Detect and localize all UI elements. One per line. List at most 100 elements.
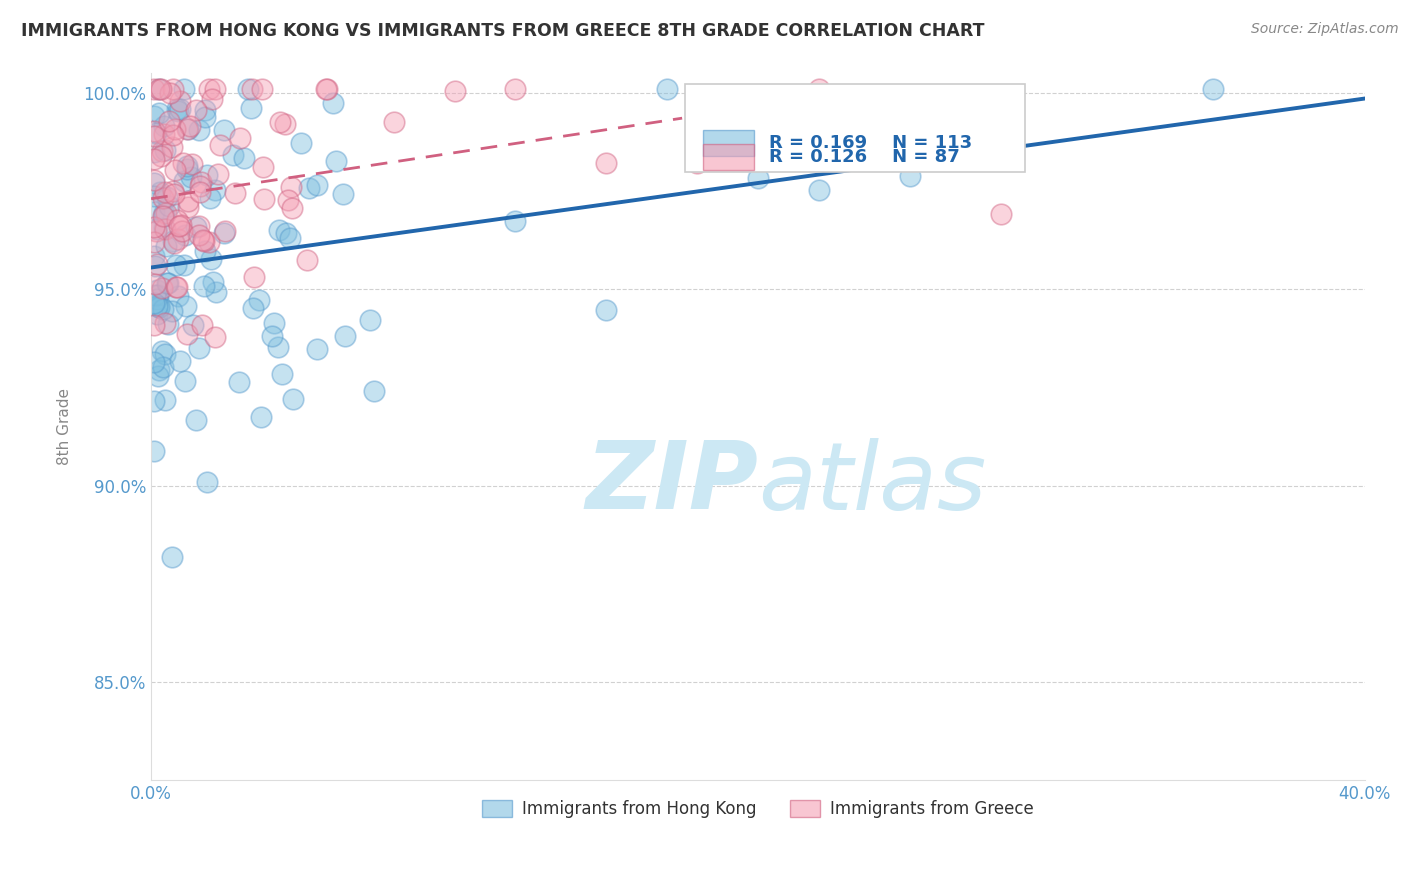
Point [145,224,167,238]
Point [239,101,262,115]
Point [177,122,200,136]
Point [143,129,166,144]
Point [249,293,271,307]
Point [170,219,193,233]
Point [153,119,176,133]
Point [229,131,252,145]
Point [143,277,166,292]
Point [503,213,526,227]
Point [180,169,202,184]
Point [655,81,678,95]
Point [187,123,209,137]
Point [163,162,186,177]
Point [152,209,174,223]
Point [176,121,198,136]
Point [143,176,166,190]
Point [146,283,169,297]
Point [382,115,405,129]
Point [305,178,328,193]
Point [174,374,197,388]
Point [162,184,184,198]
Point [143,145,166,160]
Point [595,303,617,318]
Point [152,301,174,316]
Point [280,179,302,194]
Point [190,318,212,333]
Point [169,219,191,233]
Point [143,188,166,202]
Point [233,152,256,166]
Point [177,194,200,208]
Text: R = 0.169    N = 113: R = 0.169 N = 113 [769,135,972,153]
Point [167,104,190,119]
Point [176,162,198,177]
Point [179,119,201,133]
Point [150,344,173,359]
Point [253,192,276,206]
Point [200,252,222,266]
Point [188,227,211,242]
Point [160,549,183,564]
Point [181,318,204,332]
Point [145,299,167,313]
Point [201,92,224,106]
Point [169,354,191,368]
Point [193,234,215,248]
Point [990,207,1012,221]
Point [243,269,266,284]
Point [194,110,217,124]
Point [212,226,235,240]
Point [162,81,184,95]
Point [148,81,170,95]
Point [267,223,290,237]
Point [270,367,292,381]
Point [222,147,245,161]
Point [167,232,190,246]
Point [240,81,263,95]
Point [188,185,211,199]
Point [184,219,207,234]
Point [162,140,184,154]
Point [173,258,195,272]
Legend: Immigrants from Hong Kong, Immigrants from Greece: Immigrants from Hong Kong, Immigrants fr… [475,794,1040,825]
Point [228,375,250,389]
Point [156,276,179,290]
Point [807,183,830,197]
Point [166,103,188,117]
Text: ZIP: ZIP [585,437,758,529]
Point [242,301,264,315]
Point [281,201,304,215]
Point [145,292,167,306]
Point [162,234,184,248]
Point [150,149,173,163]
Point [595,156,617,170]
Point [157,113,180,128]
Point [898,169,921,183]
Point [1202,81,1225,95]
FancyBboxPatch shape [703,130,755,156]
Point [181,157,204,171]
Point [250,81,273,95]
Point [162,304,184,318]
Point [143,318,166,332]
Point [298,180,321,194]
FancyBboxPatch shape [703,144,755,170]
Text: atlas: atlas [758,438,986,529]
Point [363,384,385,399]
Point [155,222,177,236]
Point [173,227,195,242]
Text: Source: ZipAtlas.com: Source: ZipAtlas.com [1251,22,1399,37]
Point [143,82,166,96]
Point [249,409,271,424]
Point [145,126,167,140]
Point [214,224,236,238]
Point [152,220,174,235]
Point [195,168,218,182]
Point [198,81,221,95]
Point [277,193,299,207]
Point [153,347,176,361]
FancyBboxPatch shape [685,84,1025,172]
Point [143,173,166,187]
Point [224,186,246,201]
Point [157,317,180,331]
